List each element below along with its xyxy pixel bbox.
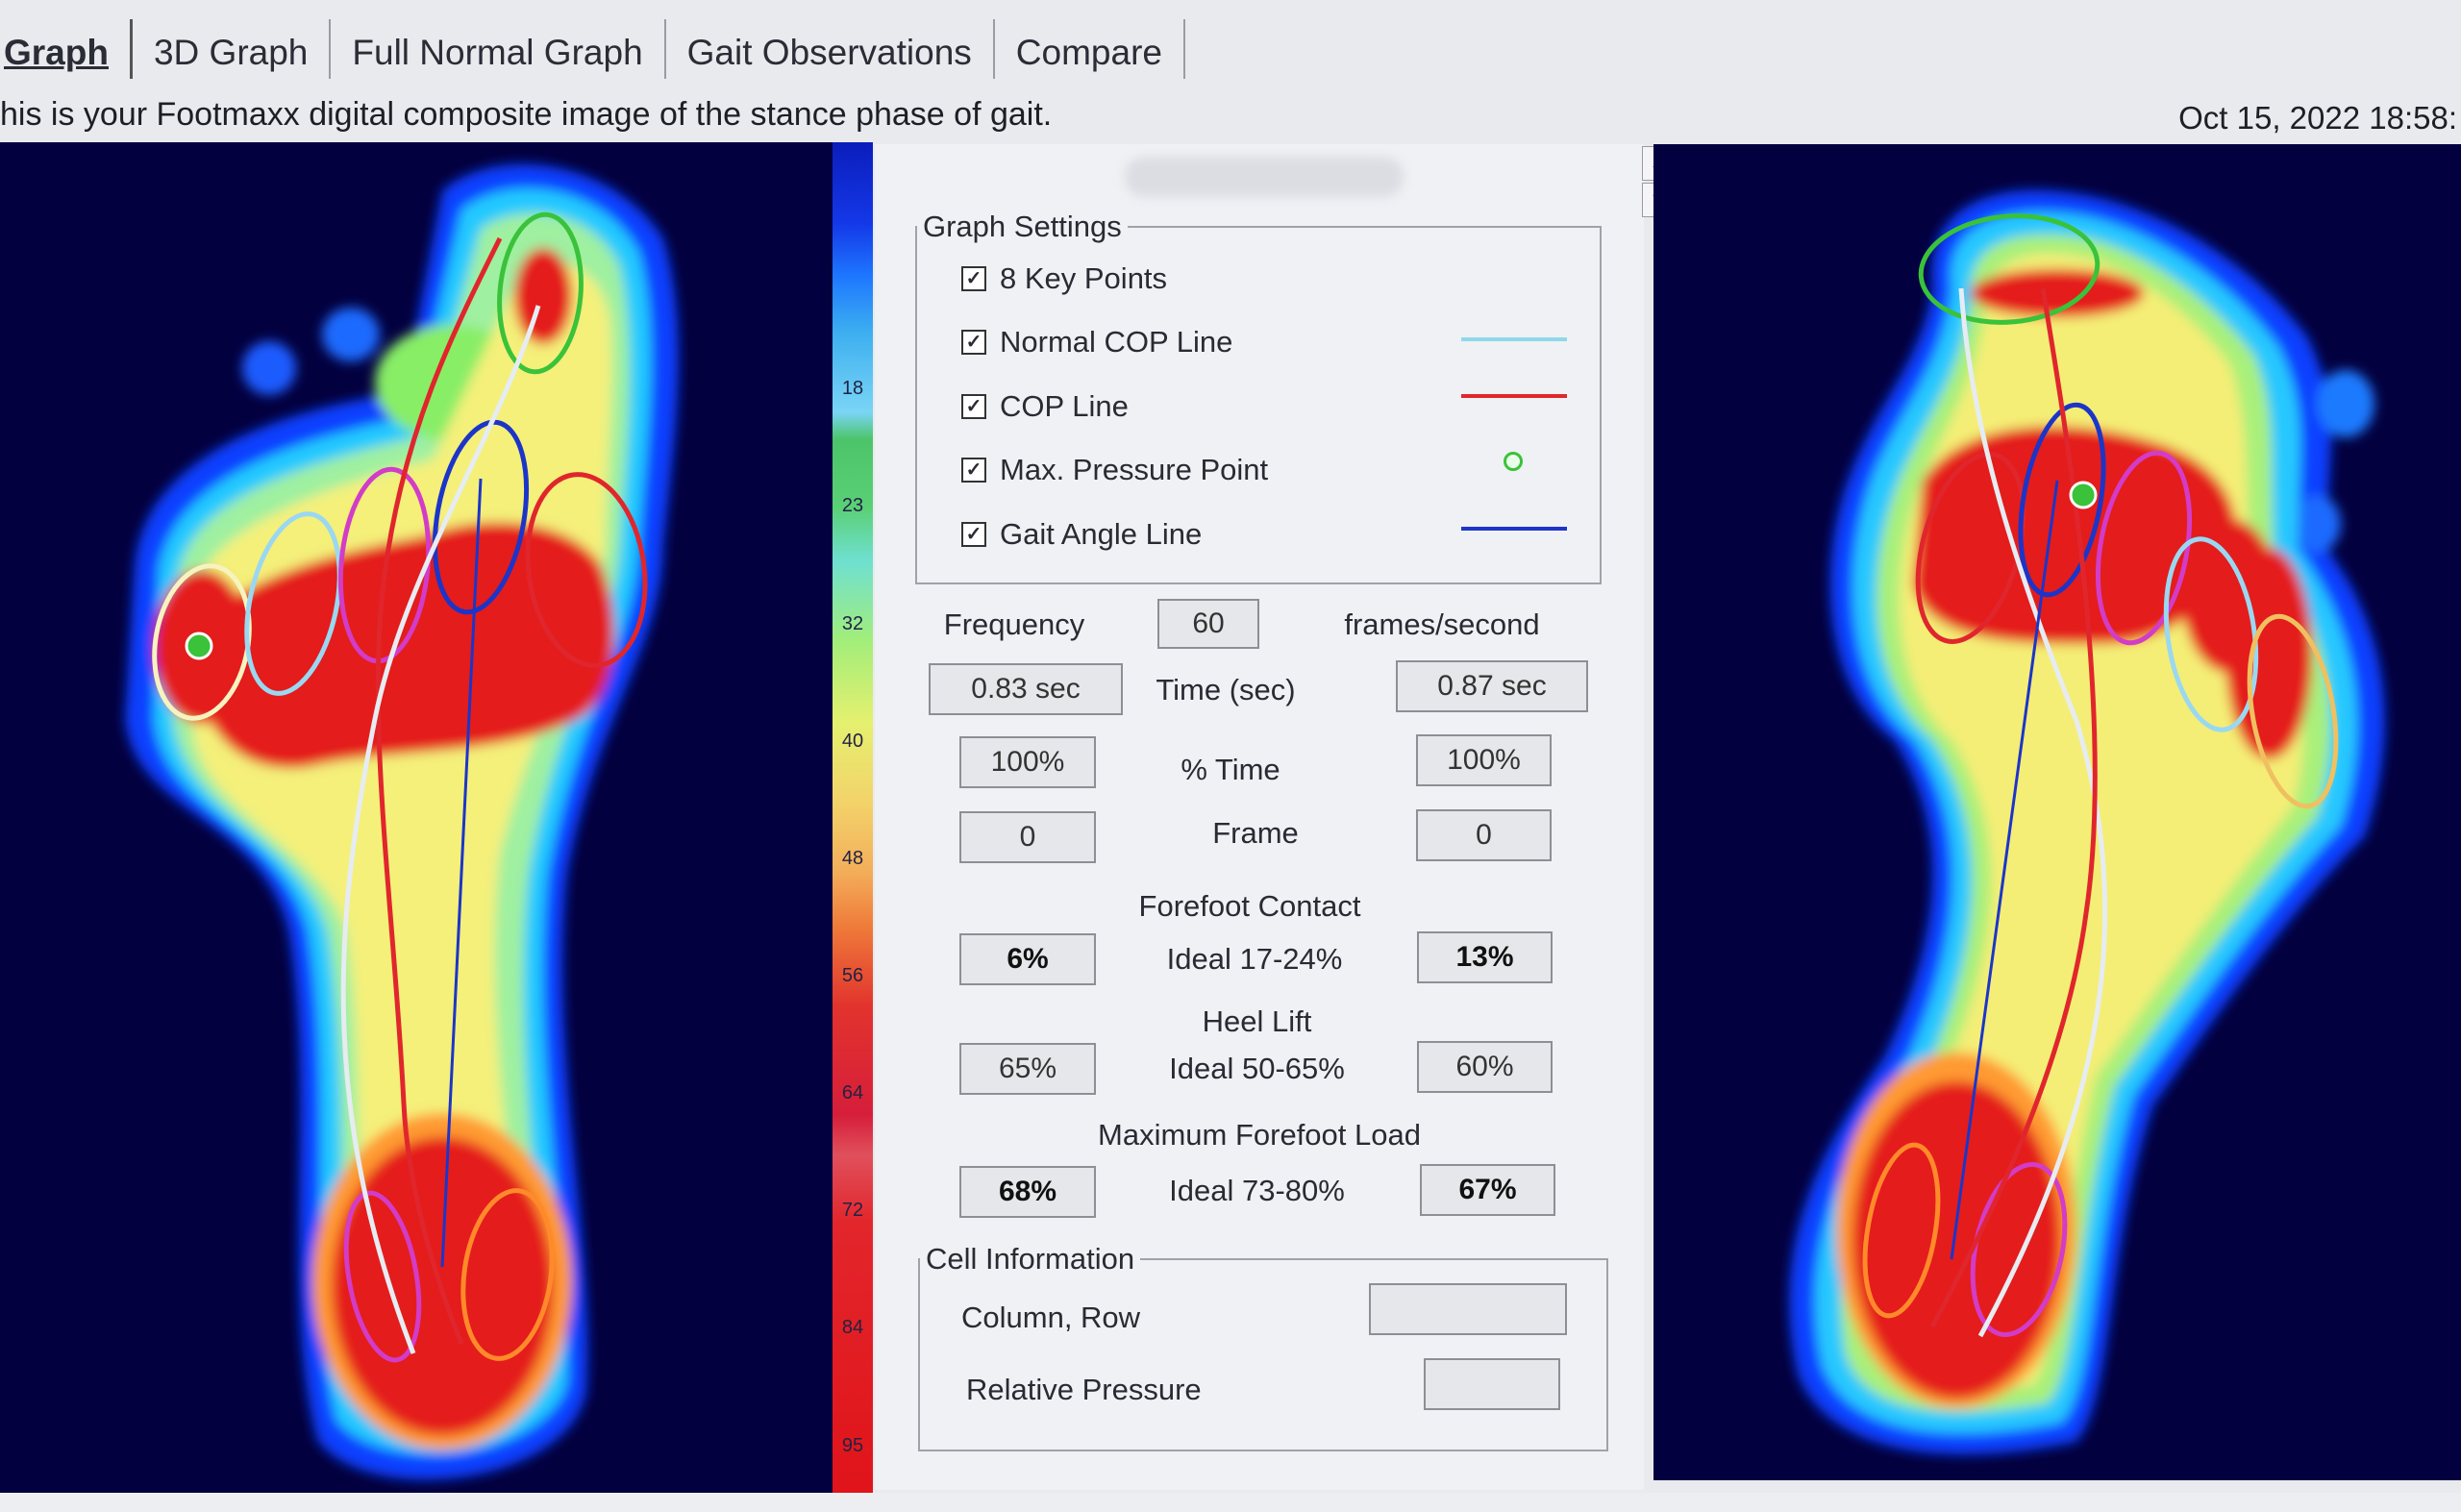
relative-pressure-field[interactable]: [1424, 1358, 1560, 1410]
right-heel-lift-field[interactable]: 60%: [1417, 1041, 1553, 1093]
tab-bar: Graph 3D Graph Full Normal Graph Gait Ob…: [0, 19, 1185, 79]
right-max-pressure-point: [2069, 481, 2098, 509]
right-max-forefoot-load-field[interactable]: 67%: [1420, 1164, 1555, 1216]
tab-graph[interactable]: Graph: [0, 19, 133, 79]
column-row-label: Column, Row: [961, 1301, 1141, 1334]
right-frame-field[interactable]: 0: [1416, 809, 1552, 861]
right-forefoot-contact-field[interactable]: 13%: [1417, 931, 1553, 983]
cell-information-group: Cell Information: [918, 1242, 1608, 1451]
column-row-field[interactable]: [1369, 1283, 1567, 1335]
legend-tick: 48: [841, 848, 864, 869]
right-time-field[interactable]: 0.87 sec: [1396, 660, 1588, 712]
max-forefoot-load-ideal: Ideal 73-80%: [1169, 1174, 1345, 1207]
gait-angle-label: Gait Angle Line: [1000, 517, 1203, 551]
checkbox-icon[interactable]: ✓: [961, 522, 986, 547]
legend-tick: 23: [841, 495, 864, 516]
right-foot-pressure-map[interactable]: [1653, 144, 2461, 1480]
checkbox-icon[interactable]: ✓: [961, 330, 986, 355]
normal-cop-checkbox-row[interactable]: ✓ Normal COP Line: [961, 323, 1232, 361]
max-pressure-label: Max. Pressure Point: [1000, 453, 1269, 486]
relative-pressure-label: Relative Pressure: [966, 1373, 1202, 1406]
left-time-field[interactable]: 0.83 sec: [929, 663, 1123, 715]
legend-tick: 56: [841, 965, 864, 986]
graph-settings-group: Graph Settings: [915, 210, 1602, 584]
legend-tick: 72: [841, 1200, 864, 1221]
legend-tick: 18: [841, 378, 864, 399]
key-points-checkbox-row[interactable]: ✓ 8 Key Points: [961, 260, 1167, 298]
bottom-strip: [0, 1493, 2461, 1512]
cell-information-title: Cell Information: [926, 1242, 1135, 1276]
left-heel-lift-field[interactable]: 65%: [959, 1043, 1096, 1095]
graph-settings-title: Graph Settings: [923, 210, 1122, 243]
page-subtitle: his is your Footmaxx digital composite i…: [0, 96, 1053, 133]
max-pressure-swatch: [1504, 452, 1523, 471]
left-max-forefoot-load-field[interactable]: 68%: [959, 1166, 1096, 1218]
timestamp: Oct 15, 2022 18:58:: [2178, 100, 2457, 136]
forefoot-contact-label: Forefoot Contact: [1138, 889, 1361, 923]
tab-full-normal-graph[interactable]: Full Normal Graph: [331, 19, 666, 79]
frequency-field[interactable]: 60: [1157, 599, 1259, 649]
cop-line-swatch: [1461, 394, 1567, 398]
checkbox-icon[interactable]: ✓: [961, 266, 986, 291]
patient-name-blurred: [1125, 157, 1404, 197]
normal-cop-label: Normal COP Line: [1000, 325, 1233, 359]
legend-tick: 95: [841, 1435, 864, 1456]
legend-tick: 64: [841, 1082, 864, 1103]
max-pressure-checkbox-row[interactable]: ✓ Max. Pressure Point: [961, 451, 1268, 489]
cop-line-checkbox-row[interactable]: ✓ COP Line: [961, 387, 1129, 426]
frequency-unit: frames/second: [1344, 607, 1540, 641]
frame-label: Frame: [1212, 816, 1299, 850]
legend-tick: 32: [841, 613, 864, 634]
cop-line-label: COP Line: [1000, 389, 1129, 423]
tab-gait-observations[interactable]: Gait Observations: [666, 19, 995, 79]
tab-3d-graph[interactable]: 3D Graph: [133, 19, 332, 79]
pct-time-label: % Time: [1181, 753, 1280, 786]
right-foot-heatmap: [1789, 189, 2385, 1455]
right-pct-time-field[interactable]: 100%: [1416, 734, 1552, 786]
legend-tick: 84: [841, 1317, 864, 1338]
heel-lift-ideal: Ideal 50-65%: [1169, 1052, 1345, 1085]
key-points-label: 8 Key Points: [1000, 261, 1168, 295]
left-forefoot-contact-field[interactable]: 6%: [959, 933, 1096, 985]
legend-tick: 40: [841, 731, 864, 752]
max-forefoot-load-label: Maximum Forefoot Load: [1098, 1118, 1421, 1152]
frequency-label: Frequency: [943, 607, 1085, 641]
time-label: Time (sec): [1156, 673, 1296, 706]
normal-cop-swatch: [1461, 337, 1567, 341]
checkbox-icon[interactable]: ✓: [961, 394, 986, 419]
checkbox-icon[interactable]: ✓: [961, 458, 986, 483]
left-max-pressure-point: [185, 632, 213, 660]
forefoot-contact-ideal: Ideal 17-24%: [1166, 942, 1343, 976]
left-frame-field[interactable]: 0: [959, 811, 1096, 863]
gait-angle-swatch: [1461, 527, 1567, 531]
heel-lift-label: Heel Lift: [1202, 1004, 1312, 1038]
left-foot-heatmap: [125, 163, 679, 1480]
pressure-color-legend: 18 23 32 40 48 56 64 72 84 95: [833, 142, 873, 1493]
gait-angle-checkbox-row[interactable]: ✓ Gait Angle Line: [961, 515, 1202, 554]
tab-compare[interactable]: Compare: [995, 19, 1185, 79]
left-pct-time-field[interactable]: 100%: [959, 736, 1096, 788]
left-foot-pressure-map[interactable]: [0, 142, 833, 1493]
